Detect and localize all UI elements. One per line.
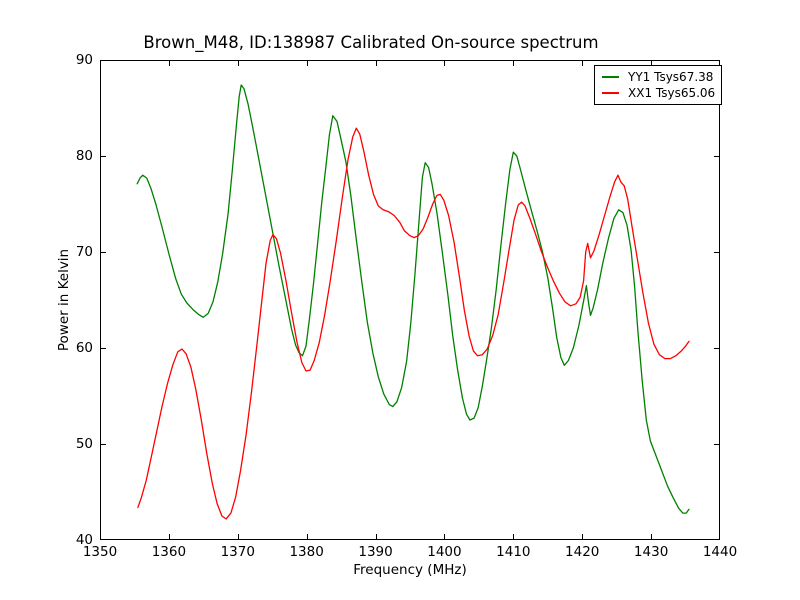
yy1-series-line [136, 84, 690, 514]
x-tick-label: 1390 [358, 544, 393, 560]
legend-line-sample-xx1 [602, 92, 619, 94]
y-tick-label: 90 [75, 51, 93, 68]
x-tick-label: 1410 [496, 544, 531, 560]
y-tick-label: 60 [75, 339, 93, 356]
plot-area [100, 60, 720, 540]
legend-item-xx1: XX1 Tsys65.06 [602, 85, 715, 101]
legend-line-sample-yy1 [602, 76, 619, 78]
x-tick-label: 1430 [633, 544, 669, 560]
x-axis-label: Frequency (MHz) [353, 562, 467, 578]
legend-item-yy1: YY1 Tsys67.38 [602, 69, 715, 85]
x-tick-label: 1400 [427, 544, 462, 560]
plot-frame [100, 60, 720, 540]
series-lines [136, 84, 690, 520]
x-tick-label: 1420 [565, 544, 600, 560]
x-tick-label: 1350 [82, 544, 118, 560]
y-tick-label: 40 [75, 531, 93, 548]
x-tick-label: 1380 [289, 544, 324, 560]
axis-ticks [100, 60, 720, 540]
x-tick-label: 1360 [151, 544, 187, 560]
legend-label-yy1: YY1 Tsys67.38 [628, 70, 714, 84]
y-tick-label: 80 [75, 147, 93, 164]
y-axis-label: Power in Kelvin [56, 248, 72, 352]
x-tick-label: 1440 [702, 544, 738, 560]
y-tick-label: 50 [75, 435, 93, 452]
y-tick-label: 70 [75, 243, 93, 260]
x-tick-label: 1370 [220, 544, 255, 560]
xx1-series-line [137, 127, 690, 520]
legend-label-xx1: XX1 Tsys65.06 [628, 86, 716, 100]
legend: YY1 Tsys67.38 XX1 Tsys65.06 [594, 65, 723, 105]
chart-title: Brown_M48, ID:138987 Calibrated On-sourc… [143, 33, 599, 52]
